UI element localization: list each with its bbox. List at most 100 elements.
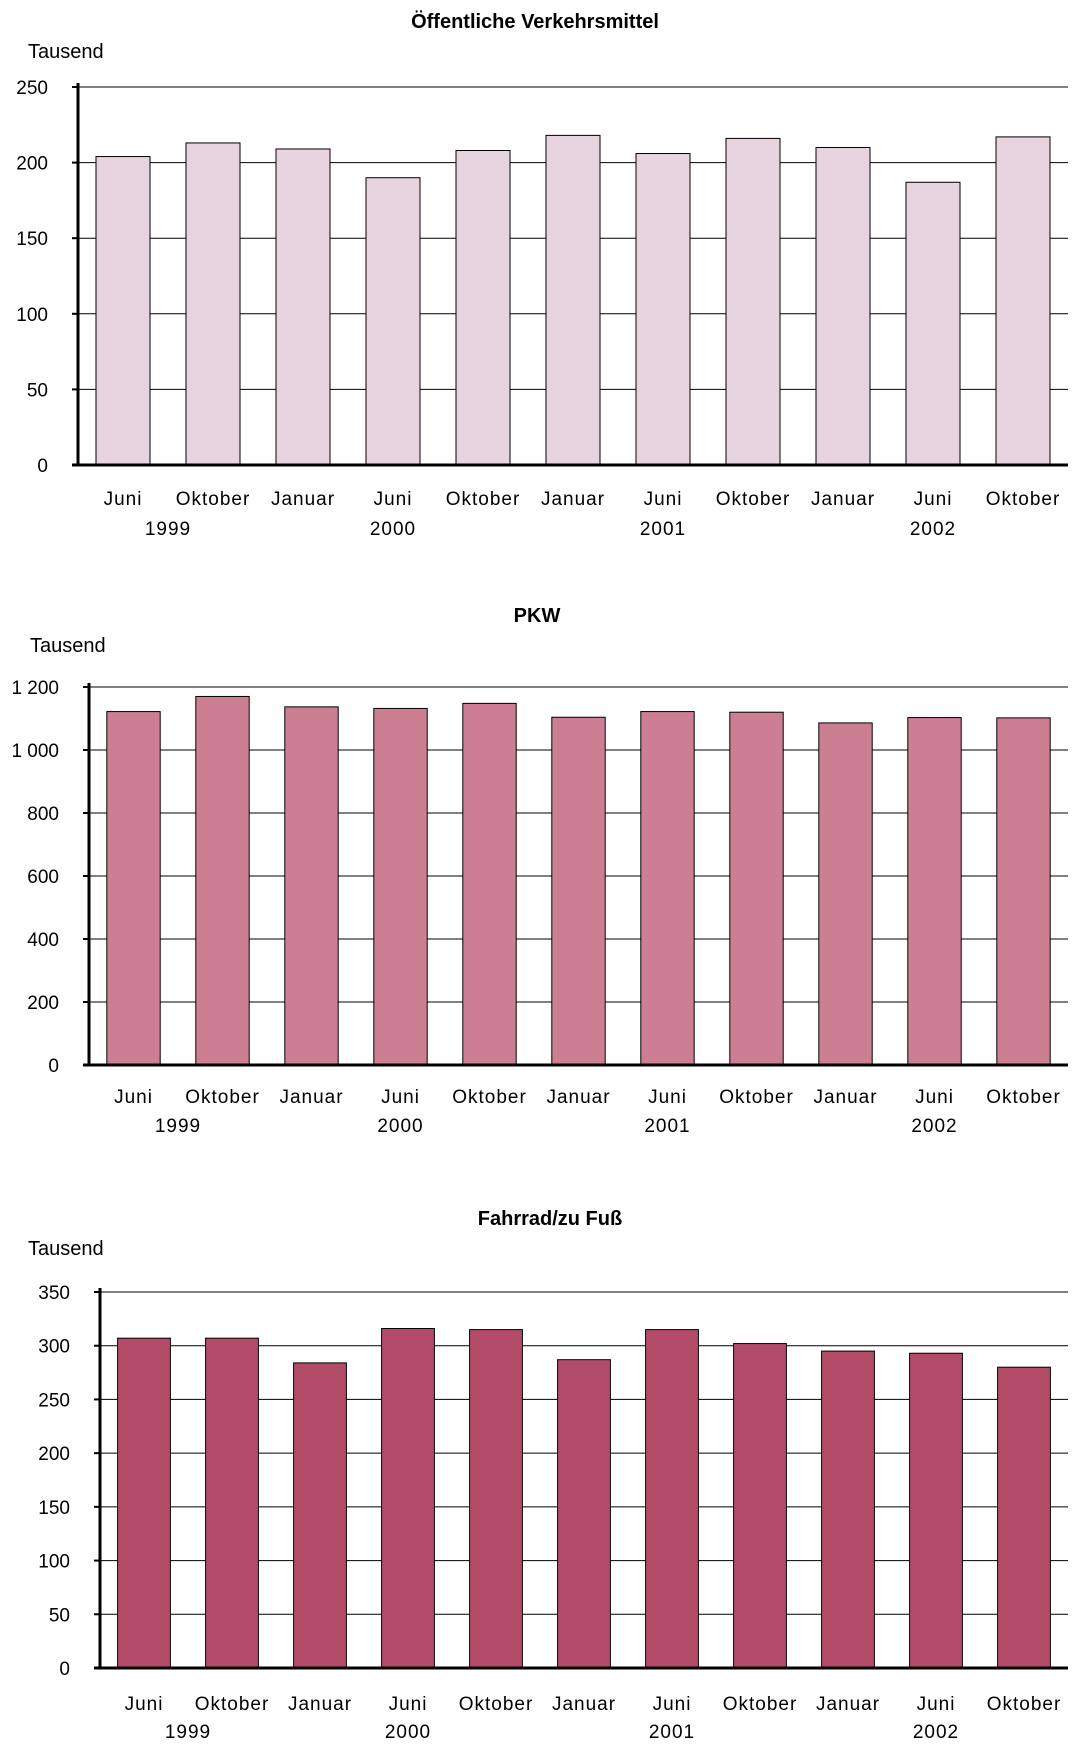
x-tick-label: Oktober xyxy=(185,1087,260,1108)
x-year-label: 1999 xyxy=(155,1116,201,1137)
x-tick-label: Oktober xyxy=(452,1087,527,1108)
y-tick-label: 50 xyxy=(27,380,48,401)
bar xyxy=(455,150,511,466)
bar xyxy=(373,707,428,1066)
chart-title: PKW xyxy=(514,605,561,627)
bar xyxy=(545,134,601,466)
x-tick-label: Oktober xyxy=(459,1694,534,1715)
bar xyxy=(907,717,962,1066)
y-tick-label: 1 200 xyxy=(11,678,59,699)
x-year-label: 2001 xyxy=(640,519,686,540)
x-tick-label: Juni xyxy=(125,1694,164,1715)
x-tick-label: Juni xyxy=(917,1694,956,1715)
x-tick-label: Juni xyxy=(648,1087,687,1108)
bar xyxy=(95,156,151,466)
bar xyxy=(195,695,250,1066)
bar xyxy=(995,136,1051,466)
x-tick-label: Oktober xyxy=(986,489,1061,510)
chart-pkw: PKW Tausend 0 200 400 600 800 1 000 1 200 Juni Okt… xyxy=(11,605,1068,1137)
x-tick-label: Juni xyxy=(644,489,683,510)
y-tick-label: 800 xyxy=(27,804,59,825)
bar xyxy=(469,1329,523,1669)
x-tick-label: Juni xyxy=(374,489,413,510)
y-unit-label: Tausend xyxy=(30,635,106,657)
bar xyxy=(275,148,331,466)
x-year-label: 2000 xyxy=(377,1116,423,1137)
bar xyxy=(821,1350,875,1669)
y-tick-label: 350 xyxy=(38,1283,70,1304)
x-tick-label: Oktober xyxy=(723,1694,798,1715)
y-tick-label: 250 xyxy=(38,1390,70,1411)
bar xyxy=(725,137,781,466)
x-year-label: 1999 xyxy=(145,519,191,540)
bar xyxy=(284,706,339,1066)
chart-fahrrad-zu-fuss: Fahrrad/zu Fuß Tausend 0 50 100 150 200 250 300 3… xyxy=(28,1208,1068,1743)
x-year-label: 1999 xyxy=(165,1722,211,1743)
bar xyxy=(815,146,871,466)
bar xyxy=(996,717,1051,1066)
x-tick-label: Oktober xyxy=(176,489,251,510)
bar xyxy=(462,702,517,1066)
y-tick-label: 150 xyxy=(38,1498,70,1519)
x-tick-label: Juni xyxy=(653,1694,692,1715)
x-tick-label: Juni xyxy=(114,1087,153,1108)
bar xyxy=(185,142,241,466)
y-unit-label: Tausend xyxy=(28,1238,104,1260)
y-tick-label: 0 xyxy=(59,1659,70,1680)
y-unit-label: Tausend xyxy=(28,41,104,63)
x-tick-label: Oktober xyxy=(987,1694,1062,1715)
bar xyxy=(551,716,606,1066)
y-tick-label: 200 xyxy=(27,993,59,1014)
bar xyxy=(381,1328,435,1669)
bar xyxy=(645,1329,699,1669)
y-tick-label: 0 xyxy=(48,1056,59,1077)
x-tick-label: Juni xyxy=(104,489,143,510)
bar xyxy=(733,1343,787,1669)
x-tick-label: Juni xyxy=(915,1087,954,1108)
chart-oeffentliche-verkehrsmittel: Öffentliche Verkehrsmittel Tausend 0 50 100 1… xyxy=(16,10,1068,540)
x-tick-label: Januar xyxy=(811,489,875,510)
bar xyxy=(293,1362,347,1669)
bar xyxy=(909,1352,963,1669)
y-tick-label: 1 000 xyxy=(11,741,59,762)
x-year-label: 2000 xyxy=(385,1722,431,1743)
y-tick-label: 0 xyxy=(37,456,48,477)
y-tick-label: 100 xyxy=(38,1552,70,1573)
y-tick-label: 50 xyxy=(49,1605,70,1626)
bar xyxy=(905,181,961,466)
bar xyxy=(635,153,691,466)
x-year-label: 2000 xyxy=(370,519,416,540)
bar xyxy=(640,711,695,1066)
x-tick-label: Oktober xyxy=(719,1087,794,1108)
x-tick-label: Oktober xyxy=(195,1694,270,1715)
x-tick-label: Juni xyxy=(914,489,953,510)
x-tick-label: Januar xyxy=(271,489,335,510)
x-tick-label: Januar xyxy=(541,489,605,510)
x-year-label: 2002 xyxy=(911,1116,957,1137)
x-year-label: 2002 xyxy=(913,1722,959,1743)
x-tick-label: Oktober xyxy=(446,489,521,510)
y-tick-label: 250 xyxy=(16,78,48,99)
x-tick-label: Juni xyxy=(381,1087,420,1108)
bar xyxy=(106,711,161,1066)
x-tick-label: Januar xyxy=(288,1694,352,1715)
y-tick-label: 600 xyxy=(27,867,59,888)
x-tick-label: Januar xyxy=(552,1694,616,1715)
chart-title: Öffentliche Verkehrsmittel xyxy=(411,10,659,33)
bar xyxy=(818,722,873,1066)
bar xyxy=(117,1337,171,1669)
x-tick-label: Oktober xyxy=(716,489,791,510)
chart-title: Fahrrad/zu Fuß xyxy=(478,1208,622,1230)
x-tick-label: Januar xyxy=(546,1087,610,1108)
x-tick-label: Oktober xyxy=(986,1087,1061,1108)
bar xyxy=(997,1366,1051,1669)
bar xyxy=(205,1337,259,1669)
y-tick-label: 400 xyxy=(27,930,59,951)
y-tick-label: 200 xyxy=(16,154,48,175)
x-year-label: 2001 xyxy=(649,1722,695,1743)
y-tick-label: 300 xyxy=(38,1337,70,1358)
x-tick-label: Juni xyxy=(389,1694,428,1715)
x-year-label: 2001 xyxy=(644,1116,690,1137)
x-tick-label: Januar xyxy=(279,1087,343,1108)
y-tick-label: 100 xyxy=(16,305,48,326)
